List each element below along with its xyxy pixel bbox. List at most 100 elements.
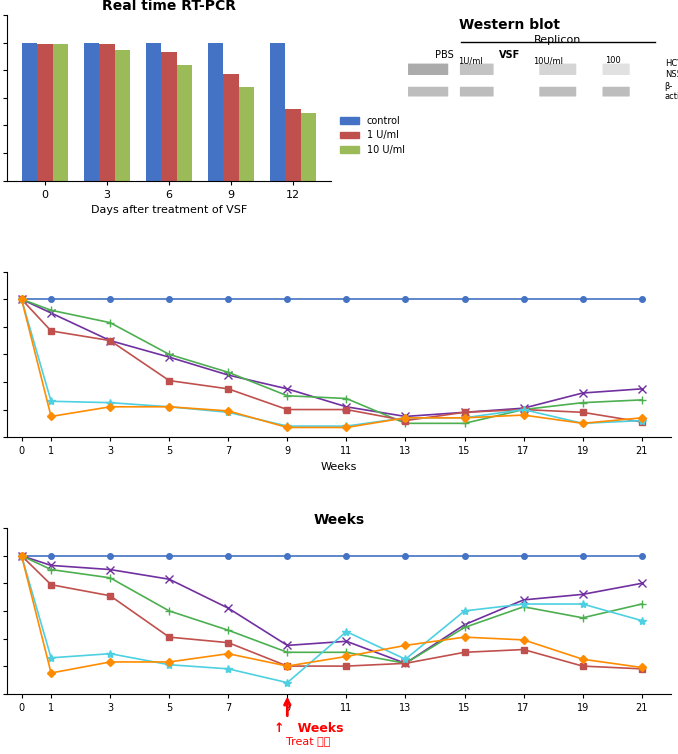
VSF 1U/ml — [578, 613, 586, 622]
FancyBboxPatch shape — [408, 87, 448, 97]
Control — [519, 295, 527, 304]
VSF 1U/ml — [106, 318, 114, 327]
So 300nM — [578, 599, 586, 608]
Text: Western blot: Western blot — [458, 18, 559, 32]
VSF 10U/ml — [283, 405, 292, 414]
VSF 1U/ml — [224, 626, 233, 635]
Control — [637, 551, 645, 560]
VSF 10U/ml — [47, 326, 55, 336]
Title: Weeks: Weeks — [313, 513, 365, 527]
Control — [165, 551, 174, 560]
VSF 10U/ml — [165, 633, 174, 642]
Si 30nM — [637, 663, 645, 672]
Bar — [146, 43, 161, 181]
VSF 1U/ml — [106, 573, 114, 582]
VSF 0.1U/ml — [283, 385, 292, 394]
So 300nM — [283, 421, 292, 431]
Bar — [22, 43, 37, 181]
Text: β-
actin: β- actin — [664, 82, 678, 101]
Line: VSF 1U/ml: VSF 1U/ml — [18, 295, 646, 428]
VSF 0.1U/ml — [106, 565, 114, 574]
Si 30nM — [519, 410, 527, 419]
Bar — [37, 44, 52, 181]
So 300nM — [460, 413, 468, 422]
Control — [18, 551, 26, 560]
Si 30nM — [18, 295, 26, 304]
Si 30nM — [283, 423, 292, 432]
Si 30nM — [342, 652, 351, 661]
VSF 1U/ml — [342, 394, 351, 403]
VSF 1U/ml — [519, 602, 527, 611]
Text: ↑   Weeks: ↑ Weeks — [274, 722, 343, 735]
Si 30nM — [106, 657, 114, 667]
VSF 0.1U/ml — [18, 551, 26, 560]
Si 30nM — [401, 641, 410, 650]
Si 30nM — [460, 413, 468, 422]
VSF 0.1U/ml — [283, 641, 292, 650]
Bar — [52, 44, 68, 181]
VSF 10U/ml — [519, 645, 527, 654]
VSF 1U/ml — [283, 648, 292, 657]
So 300nM — [578, 418, 586, 428]
Bar — [270, 43, 285, 181]
So 300nM — [224, 664, 233, 673]
So 300nM — [460, 606, 468, 615]
VSF 1U/ml — [460, 418, 468, 428]
VSF 1U/ml — [18, 295, 26, 304]
So 300nM — [342, 421, 351, 431]
So 300nM — [47, 397, 55, 406]
Si 30nM — [637, 413, 645, 422]
Si 30nM — [18, 551, 26, 560]
VSF 1U/ml — [578, 398, 586, 407]
VSF 0.1U/ml — [460, 621, 468, 630]
Bar — [83, 43, 99, 181]
So 300nM — [401, 654, 410, 664]
VSF 1U/ml — [401, 659, 410, 668]
VSF 10U/ml — [224, 385, 233, 394]
Bar — [99, 44, 115, 181]
Line: So 300nM: So 300nM — [18, 552, 646, 687]
VSF 0.1U/ml — [637, 385, 645, 394]
Text: Replicon: Replicon — [534, 35, 582, 45]
Control — [401, 551, 410, 560]
Line: Control: Control — [19, 296, 645, 302]
Si 30nM — [519, 636, 527, 645]
Si 30nM — [47, 412, 55, 421]
Bar — [223, 75, 239, 181]
FancyBboxPatch shape — [603, 63, 630, 75]
VSF 0.1U/ml — [18, 295, 26, 304]
VSF 10U/ml — [401, 659, 410, 668]
Bar — [239, 87, 254, 181]
Control — [47, 295, 55, 304]
Line: Control: Control — [19, 553, 645, 559]
Legend: Control, VSF 0.1U/ml, VSF 1U/ml, VSF 10U/ml, So 300nM, Si 30nM: Control, VSF 0.1U/ml, VSF 1U/ml, VSF 10U… — [676, 532, 678, 617]
VSF 10U/ml — [106, 591, 114, 600]
VSF 10U/ml — [401, 416, 410, 425]
Control — [224, 551, 233, 560]
VSF 0.1U/ml — [460, 408, 468, 417]
Control — [460, 295, 468, 304]
Control — [460, 551, 468, 560]
FancyBboxPatch shape — [460, 63, 494, 75]
So 300nM — [283, 678, 292, 687]
So 300nM — [165, 403, 174, 412]
VSF 0.1U/ml — [342, 403, 351, 412]
VSF 0.1U/ml — [637, 579, 645, 588]
VSF 1U/ml — [460, 623, 468, 632]
VSF 0.1U/ml — [106, 336, 114, 345]
Bar — [161, 52, 176, 181]
So 300nM — [637, 616, 645, 625]
Control — [578, 295, 586, 304]
So 300nM — [637, 416, 645, 425]
FancyBboxPatch shape — [603, 87, 630, 97]
So 300nM — [18, 295, 26, 304]
Si 30nM — [401, 413, 410, 422]
X-axis label: Weeks: Weeks — [321, 461, 357, 472]
VSF 0.1U/ml — [578, 388, 586, 397]
FancyBboxPatch shape — [539, 87, 576, 97]
So 300nM — [519, 405, 527, 414]
Control — [165, 295, 174, 304]
Si 30nM — [165, 403, 174, 412]
Si 30nM — [460, 633, 468, 642]
VSF 0.1U/ml — [165, 575, 174, 584]
